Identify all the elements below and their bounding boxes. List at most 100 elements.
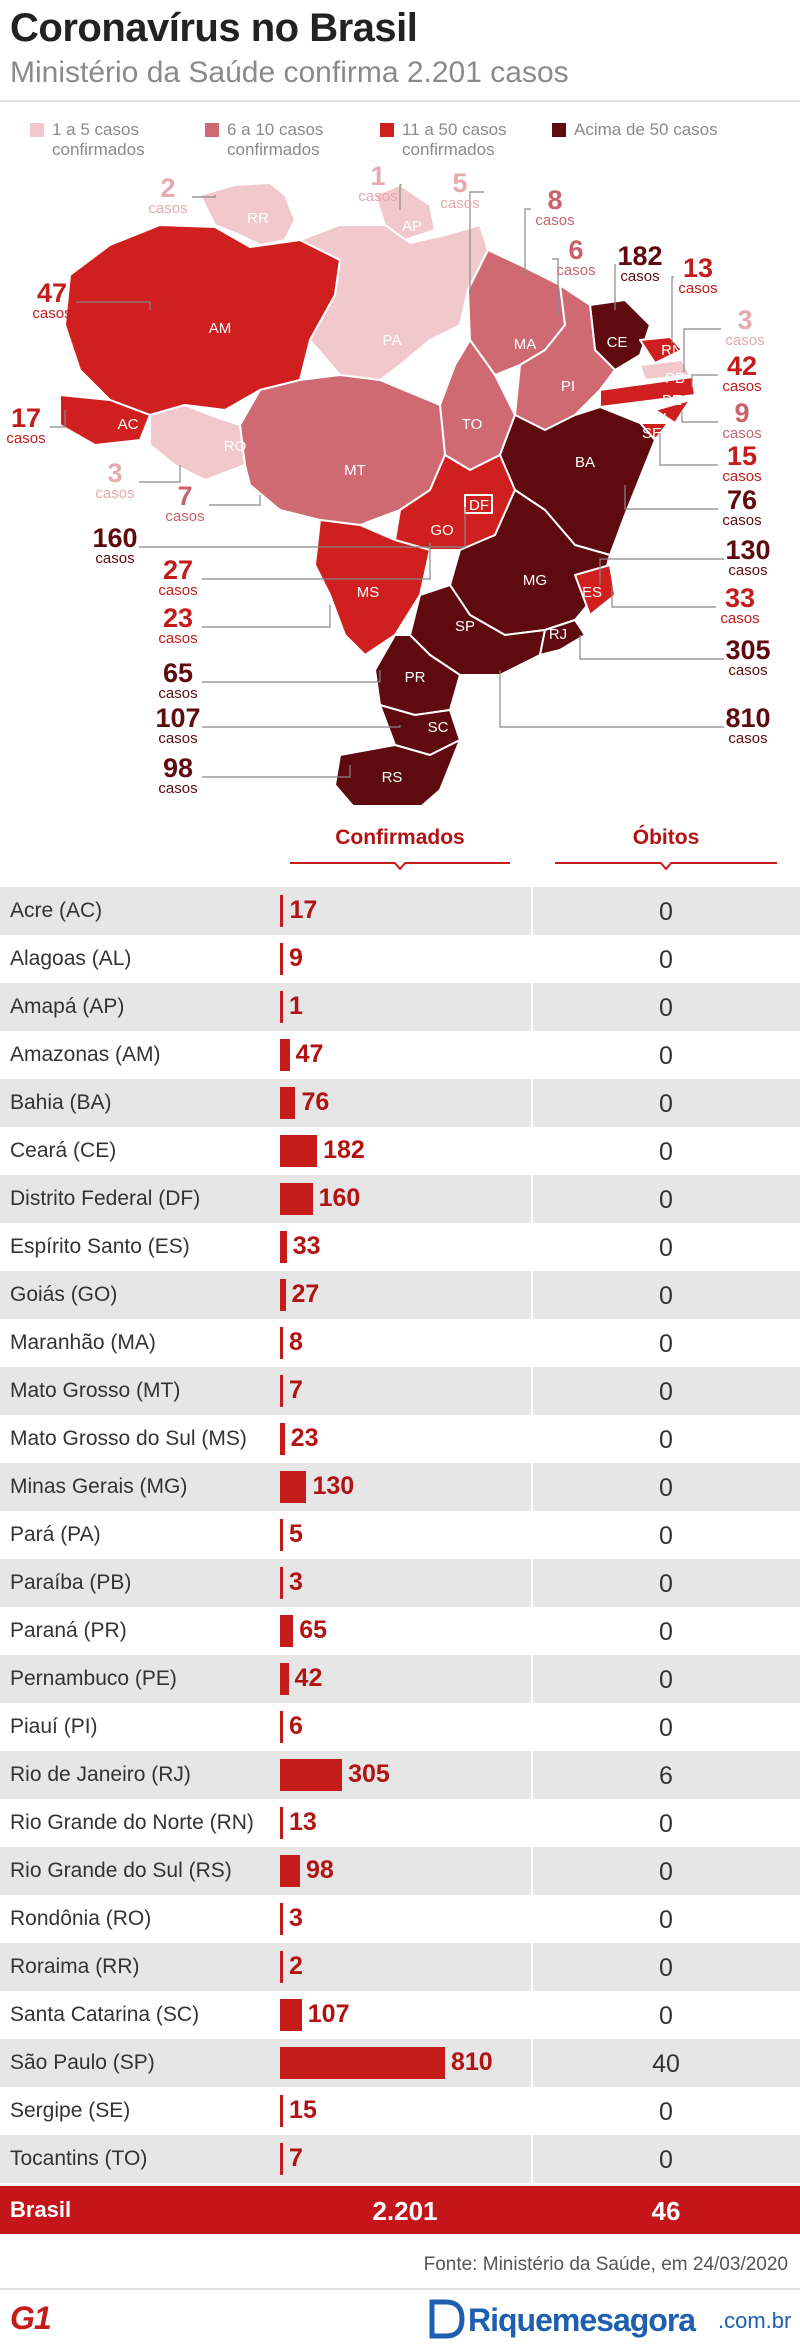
- confirmed-value: 182: [323, 1136, 365, 1164]
- page-subtitle: Ministério da Saúde confirma 2.201 casos: [10, 56, 569, 89]
- leader-line: [209, 495, 261, 506]
- state-name: Alagoas (AL): [10, 947, 132, 970]
- callout-value: 7: [177, 481, 193, 511]
- deaths-value: 0: [659, 1090, 673, 1118]
- deaths-value: 6: [659, 1762, 673, 1790]
- total-row: Brasil 2.201 46: [0, 2186, 800, 2234]
- leader-line: [659, 433, 718, 466]
- callout-unit: casos: [722, 425, 762, 442]
- callout-value: 305: [725, 635, 771, 665]
- deaths-value: 0: [659, 1426, 673, 1454]
- map-callout-rj: 305 casos: [724, 635, 772, 679]
- confirmed-value: 23: [290, 1424, 319, 1452]
- table-row: Distrito Federal (DF) 160 0: [0, 1175, 800, 1223]
- state-name: Mato Grosso do Sul (MS): [10, 1427, 247, 1450]
- column-separator: [531, 1655, 533, 1703]
- state-name: Rio Grande do Sul (RS): [10, 1859, 232, 1882]
- callout-value: 23: [162, 603, 194, 633]
- table-row: Amazonas (AM) 47 0: [0, 1031, 800, 1079]
- deaths-value: 0: [659, 1714, 673, 1742]
- map-label-rn: RN: [661, 342, 683, 359]
- deaths-value: 0: [659, 1522, 673, 1550]
- leader-line: [524, 208, 531, 275]
- callout-value: 65: [162, 658, 194, 688]
- state-shape-rs: [334, 739, 461, 805]
- map-label-mg: MG: [523, 572, 547, 589]
- confirmed-bar: [280, 1423, 285, 1455]
- callout-unit: casos: [158, 730, 198, 747]
- confirmed-bar: [280, 1903, 283, 1935]
- leader-line: [499, 670, 724, 728]
- confirmed-value: 130: [312, 1472, 355, 1500]
- deaths-value: 0: [659, 1858, 673, 1886]
- legend-swatch: [30, 123, 44, 137]
- leader-line: [139, 507, 466, 548]
- confirmed-value: 3: [289, 1904, 303, 1932]
- table-row: Mato Grosso do Sul (MS) 23 0: [0, 1415, 800, 1463]
- confirmed-bar: [280, 943, 283, 975]
- confirmed-value: 33: [292, 1232, 321, 1260]
- column-header-deaths: Óbitos: [632, 826, 700, 849]
- table-row: Paraná (PR) 65 0: [0, 1607, 800, 1655]
- confirmed-value: 15: [289, 2096, 317, 2124]
- confirmed-value: 160: [318, 1184, 361, 1212]
- watermark-d-icon: [429, 2299, 465, 2339]
- table-row: Pará (PA) 5 0: [0, 1511, 800, 1559]
- map-label-rj: RJ: [549, 626, 567, 643]
- column-separator: [531, 2039, 533, 2087]
- deaths-value: 0: [659, 1474, 673, 1502]
- callout-value: 130: [725, 535, 771, 565]
- confirmed-bar: [280, 1087, 296, 1119]
- state-name: Amazonas (AM): [10, 1043, 161, 1066]
- column-separator: [531, 1127, 533, 1175]
- state-name: Amapá (AP): [10, 995, 125, 1018]
- total-confirmed: 2.201: [372, 2196, 438, 2226]
- state-shape-rj: [539, 619, 586, 656]
- callout-value: 1: [370, 161, 386, 191]
- map-callout-ma: 8 casos: [531, 187, 579, 229]
- state-name: Rio de Janeiro (RJ): [10, 1763, 191, 1786]
- callout-value: 13: [682, 253, 714, 283]
- map-callout-mt: 7 casos: [161, 481, 209, 525]
- confirmed-bar: [280, 1663, 289, 1695]
- confirmed-bar: [280, 1135, 318, 1167]
- confirmed-value: 3: [289, 1568, 303, 1596]
- map-label-es: ES: [582, 584, 602, 601]
- confirmed-bar: [280, 1519, 283, 1551]
- confirmed-bar: [280, 1759, 343, 1791]
- table-row: Paraíba (PB) 3 0: [0, 1559, 800, 1607]
- callout-value: 6: [568, 235, 584, 265]
- deaths-value: 0: [659, 1666, 673, 1694]
- map-callout-al: 9 casos: [718, 398, 766, 442]
- confirmed-value: 305: [348, 1760, 390, 1788]
- legend-swatch: [380, 123, 394, 137]
- table-row: Rio Grande do Sul (RS) 98 0: [0, 1847, 800, 1895]
- deaths-value: 0: [659, 1954, 673, 1982]
- deaths-value: 0: [659, 1234, 673, 1262]
- callout-value: 9: [734, 398, 750, 428]
- map-callout-ro: 3 casos: [91, 460, 139, 502]
- deaths-value: 0: [659, 1330, 673, 1358]
- map-callout-go: 27 casos: [154, 557, 202, 599]
- legend: 1 a 5 casos confirmados 6 a 10 casos con…: [0, 120, 800, 164]
- source-note: Fonte: Ministério da Saúde, em 24/03/202…: [423, 2254, 788, 2275]
- state-shape-ac: [59, 394, 151, 446]
- confirmed-bar: [280, 1711, 283, 1743]
- callout-value: 15: [726, 441, 758, 471]
- state-name: Pará (PA): [10, 1523, 101, 1546]
- column-separator: [531, 983, 533, 1031]
- state-shape-pe: [599, 376, 696, 408]
- confirmed-value: 27: [291, 1280, 320, 1308]
- map-label-to: TO: [462, 416, 483, 433]
- callout-unit: casos: [722, 468, 762, 485]
- confirmed-value: 42: [294, 1664, 323, 1692]
- table-row: Ceará (CE) 182 0: [0, 1127, 800, 1175]
- column-separator: [531, 935, 533, 983]
- legend-label: 11 a 50 casos confirmados: [402, 120, 507, 159]
- map-callout-rr: 2 casos: [144, 175, 192, 217]
- confirmed-value: 65: [299, 1616, 328, 1644]
- deaths-value: 0: [659, 1378, 673, 1406]
- column-separator: [531, 1463, 533, 1511]
- confirmed-bar: [280, 991, 283, 1023]
- divider-bottom: [0, 2288, 800, 2290]
